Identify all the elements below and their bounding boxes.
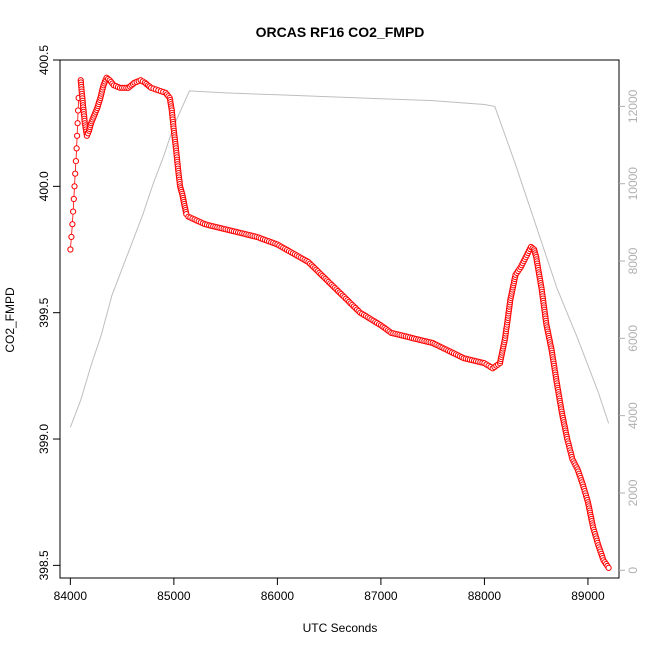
- co2-point: [73, 145, 80, 152]
- co2-point: [71, 183, 78, 190]
- co2-point: [72, 158, 80, 165]
- y2-tick-label: 8000: [626, 247, 640, 274]
- x-tick-label: 89000: [571, 589, 605, 603]
- co2-point: [72, 170, 79, 177]
- x-tick-label: 84000: [54, 589, 88, 603]
- co2-point: [74, 120, 81, 127]
- co2-points-series: [67, 74, 612, 572]
- altitude-line: [69, 90, 610, 428]
- co2-point: [69, 221, 76, 228]
- y2-tick-label: 6000: [626, 325, 640, 352]
- y-axis-label: CO2_FMPD: [3, 287, 17, 353]
- y-tick-label: 399.0: [37, 424, 51, 454]
- y2-tick-label: 4000: [626, 402, 640, 429]
- x-axis: 84000 85000 86000 87000 88000 89000: [54, 578, 605, 603]
- co2-point: [74, 132, 81, 139]
- x-tick-label: 85000: [157, 589, 191, 603]
- y2-tick-label: 10000: [626, 167, 640, 201]
- co2-point: [70, 208, 77, 215]
- co2-point: [67, 246, 74, 253]
- chart-title: ORCAS RF16 CO2_FMPD: [256, 24, 425, 40]
- x-tick-label: 87000: [364, 589, 398, 603]
- altitude-series: [69, 90, 610, 428]
- co2-point: [605, 564, 612, 572]
- y-axis-left: 398.5 399.0 399.5 400.0 400.5: [37, 45, 60, 580]
- co2-point: [68, 233, 75, 240]
- co2-point: [75, 107, 82, 114]
- co2-point: [70, 195, 77, 203]
- y-tick-label: 399.5: [37, 297, 51, 327]
- plot-frame: [59, 59, 620, 579]
- x-tick-label: 86000: [261, 589, 295, 603]
- y-tick-label: 400.0: [37, 171, 51, 201]
- y-axis-right: 0 2000 4000 6000 8000 10000 12000: [619, 89, 640, 574]
- y2-tick-label: 2000: [626, 479, 640, 506]
- x-tick-label: 88000: [468, 589, 502, 603]
- y2-tick-label: 12000: [626, 89, 640, 123]
- y-tick-label: 400.5: [37, 45, 51, 75]
- y2-tick-label: 0: [626, 567, 640, 574]
- y-tick-label: 398.5: [37, 550, 51, 580]
- x-axis-label: UTC Seconds: [303, 621, 378, 635]
